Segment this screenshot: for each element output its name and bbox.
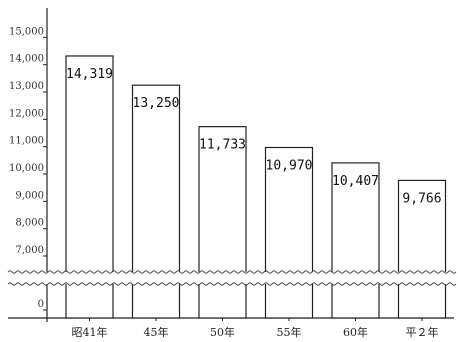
y-tick-label: 7,000 (15, 245, 44, 256)
bar (397, 179, 447, 319)
axis-break-wave-top (7, 270, 457, 274)
y-tick-label: 8,000 (15, 218, 44, 229)
axis-break-wave-bottom (7, 282, 457, 286)
x-tick-label: 平２年 (406, 325, 439, 339)
y-tick-label: 10,000 (9, 163, 44, 174)
data-label: 10,970 (266, 158, 313, 173)
y-tick-label: 0 (38, 299, 44, 310)
y-tick-label: 12,000 (9, 108, 44, 119)
data-label: 9,766 (402, 191, 441, 206)
y-tick-label: 13,000 (9, 81, 44, 92)
data-label: 14,319 (66, 67, 113, 82)
x-tick-label: 昭41年 (72, 325, 108, 339)
y-tick-label: 14,000 (9, 54, 44, 65)
y-tick-label: 11,000 (9, 136, 44, 147)
x-tick-label: 60年 (343, 325, 368, 339)
axis-break-band (8, 272, 454, 284)
bar (198, 126, 247, 319)
data-label: 11,733 (199, 138, 246, 153)
y-tick-label: 15,000 (9, 26, 44, 37)
y-tick-label: 9,000 (15, 190, 44, 201)
bar (264, 146, 314, 319)
bar (331, 162, 380, 319)
x-tick-label: 45年 (144, 325, 169, 339)
data-label: 10,407 (332, 174, 379, 189)
data-label: 13,250 (133, 96, 180, 111)
x-tick-label: 55年 (277, 325, 302, 339)
x-tick-label: 50年 (210, 325, 235, 339)
